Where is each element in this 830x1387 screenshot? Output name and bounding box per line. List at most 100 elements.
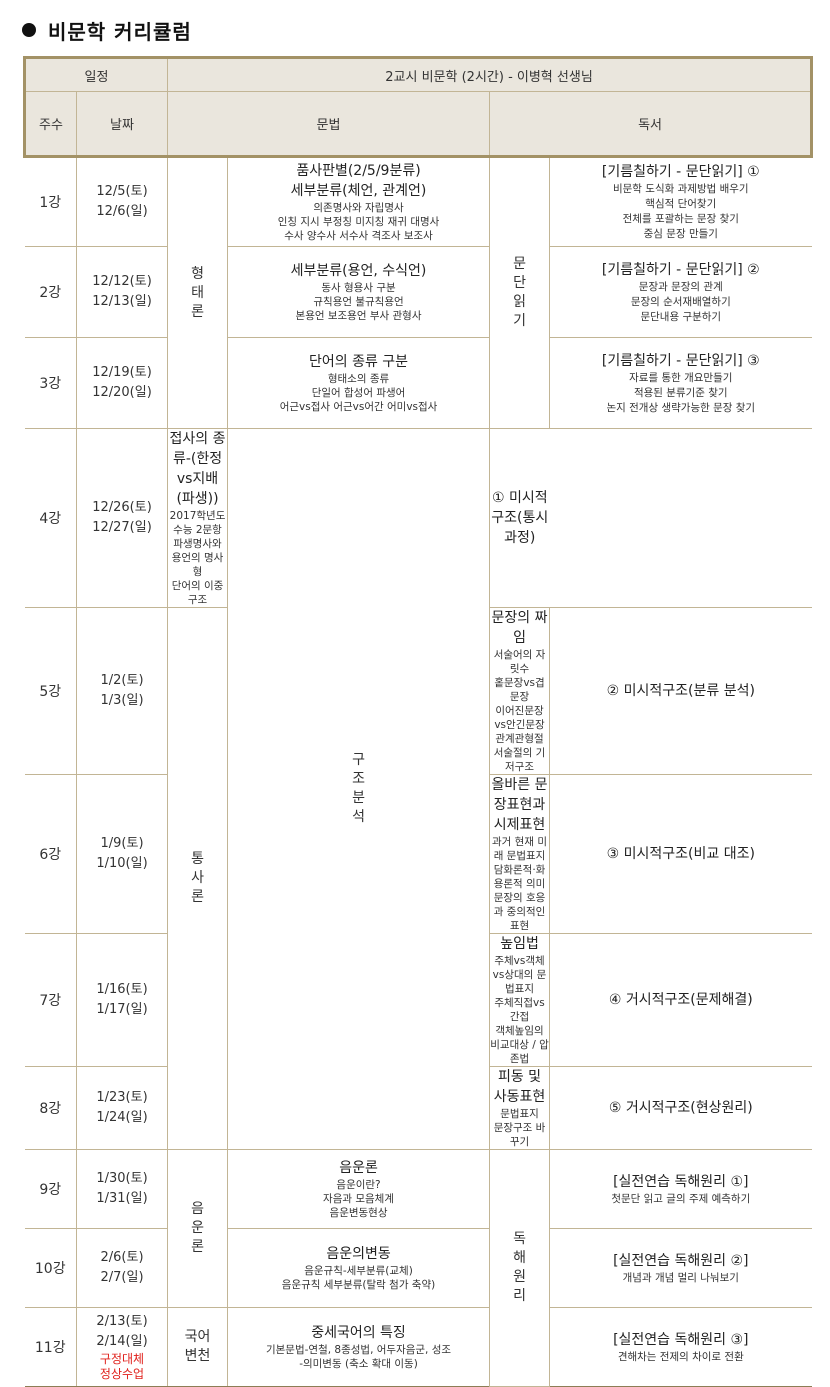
grammar-title: 음운론: [339, 1160, 378, 1176]
grammar-detail: 기본문법-연철, 8종성법, 어두자음군, 성조: [265, 1344, 452, 1356]
bullet-icon: [22, 23, 36, 37]
date-text: 12/19(토): [92, 365, 152, 380]
reading-title: [실전연습 독해원리 ③]: [613, 1331, 749, 1348]
grammar-detail: 파생명사와 용언의 명사형: [171, 538, 224, 578]
week-cell: 9강: [24, 1149, 77, 1229]
date-text: 1/30(토): [96, 1171, 148, 1186]
grammar-detail: 음운규칙 세부분류(탈락 첨가 축약): [281, 1279, 436, 1291]
reading-cell: [기름칠하기 - 문단읽기] ② 문장과 문장의 관계 문장의 순서재배열하기 문단내…: [549, 246, 812, 338]
grammar-detail: 서술어의 자릿수: [493, 649, 546, 675]
week-cell: 2강: [24, 246, 77, 338]
date-cell: 12/12(토) 12/13(일): [75, 246, 169, 338]
grammar-group-cell: 국어 변천: [167, 1307, 229, 1387]
grammar-detail: 어근vs접사 어근vs어간 어미vs접사: [279, 401, 438, 413]
date-text: 12/13(일): [92, 294, 152, 309]
date-text: 12/27(일): [92, 520, 152, 535]
date-cell: 2/13(토) 2/14(일) 구정대체 정상수업: [75, 1307, 169, 1387]
date-cell: 1/9(토) 1/10(일): [75, 774, 169, 934]
reading-title: [기름칠하기 - 문단읽기] ①: [601, 164, 760, 180]
grammar-detail: -의미변동 (축소 확대 이동): [299, 1358, 418, 1370]
grammar-detail: 자음과 모음체계: [323, 1193, 394, 1205]
grammar-category: 품사판별(2/5/9분류): [296, 163, 421, 179]
header-grammar: 문법: [167, 91, 491, 158]
reading-cell: ① 미시적구조(통시 과정): [489, 428, 550, 608]
grammar-detail: 음운이란?: [336, 1179, 381, 1191]
grammar-cell: 피동 및 사동표현 문법표지 문장구조 바꾸기: [489, 1066, 551, 1150]
date-text: 1/17(일): [96, 1002, 148, 1017]
grammar-detail: 규칙용언 불규칙용언: [313, 296, 404, 308]
table-row: 4강 12/26(토) 12/27(일) 접사의 종류-(한정vs지배(파생)) 201…: [24, 428, 812, 1150]
reading-cell: [기름칠하기 - 문단읽기] ③ 자료를 통한 개요만들기 적용된 분류기준 찾기 논…: [549, 337, 812, 429]
grammar-detail: 객체높임의 비교대상 / 압존법: [490, 1025, 549, 1065]
reading-detail: 적용된 분류기준 찾기: [633, 386, 728, 399]
date-text: 12/20(일): [92, 385, 152, 400]
grammar-cell: 높임법 주체vs객체vs상대의 문법표지 주체직접vs간접 객체높임의 비교대상 / …: [489, 933, 551, 1067]
date-text: 1/24(일): [96, 1110, 148, 1125]
header-week: 주수: [23, 91, 77, 158]
grammar-detail: 수사 양수사 서수사 격조사 보조사: [284, 230, 433, 242]
grammar-detail: 단어의 이중구조: [171, 580, 224, 606]
week-cell: 7강: [24, 933, 77, 1067]
date-text: 1/31(일): [96, 1191, 148, 1206]
grammar-detail: 음운규칙-세부분류(교체): [304, 1265, 413, 1277]
date-cell: 2/6(토) 2/7(일): [75, 1228, 169, 1308]
grammar-group-label: 국어 변천: [184, 1329, 211, 1364]
date-cell: 1/23(토) 1/24(일): [75, 1066, 169, 1150]
date-cell: 1/2(토) 1/3(일): [75, 607, 169, 775]
week-cell: 5강: [24, 607, 77, 775]
grammar-title: 올바른 문장표현과 시제표현: [491, 777, 548, 833]
header-class-title: 2교시 비문학 (2시간) - 이병혁 선생님: [167, 56, 814, 92]
date-text: 2/13(토): [96, 1314, 148, 1329]
header-schedule: 일정: [22, 56, 169, 92]
grammar-title: 세부분류(용언, 수식언): [290, 263, 427, 279]
grammar-detail: 주체vs객체vs상대의 문법표지: [492, 955, 547, 995]
reading-cell: ③ 미시적구조(비교 대조): [549, 774, 812, 934]
date-text: 12/5(토): [96, 184, 148, 199]
week-cell: 10강: [24, 1228, 77, 1308]
grammar-detail: 과거 현재 미래 문법표지: [492, 836, 547, 862]
grammar-title: 세부분류(체언, 관계언): [290, 183, 427, 199]
grammar-detail: 문법표지: [500, 1108, 539, 1120]
reading-detail: 전체를 포괄하는 문장 찾기: [622, 213, 739, 225]
grammar-detail: 본용언 보조용언 부사 관형사: [295, 310, 422, 322]
grammar-detail: 단일어 합성어 파생어: [311, 387, 406, 399]
grammar-detail: 주체직접vs간접: [494, 997, 545, 1023]
date-text: 12/6(일): [96, 204, 148, 219]
reading-title: ③ 미시적구조(비교 대조): [606, 846, 755, 862]
grammar-detail: 의존명사와 자립명사: [313, 202, 404, 214]
date-text: 12/12(토): [92, 274, 152, 289]
grammar-title: 접사의 종류-(한정vs지배(파생)): [169, 431, 226, 507]
date-text: 1/16(토): [96, 982, 148, 997]
header-date: 날짜: [75, 91, 169, 158]
date-note: 구정대체: [99, 1352, 145, 1366]
grammar-detail: 인칭 지시 부정칭 미지칭 재귀 대명사: [277, 216, 440, 228]
week-cell: 8강: [24, 1066, 77, 1150]
reading-cell: [실전연습 독해원리 ③] 견해차는 전제의 차이로 전환: [549, 1307, 812, 1387]
reading-title: [실전연습 독해원리 ②]: [613, 1252, 749, 1269]
reading-detail: 핵심적 단어찾기: [645, 198, 717, 210]
grammar-title: 음운의변동: [326, 1246, 391, 1262]
grammar-cell: 세부분류(용언, 수식언) 동사 형용사 구분 규칙용언 불규칙용언 본용언 보조용언…: [227, 246, 491, 338]
date-cell: 12/26(토) 12/27(일): [75, 428, 169, 608]
reading-detail: 문장의 순서재배열하기: [630, 295, 731, 308]
reading-cell: [실전연습 독해원리 ①] 첫문단 읽고 글의 주제 예측하기: [549, 1149, 812, 1229]
grammar-detail: 형태소의 종류: [327, 373, 390, 385]
grammar-detail: 문장의 호응과 중의적인 표현: [493, 892, 546, 932]
grammar-detail: 음운변동현상: [329, 1207, 388, 1219]
grammar-detail: 홑문장vs겹문장: [494, 677, 545, 703]
page-title-text: 비문학 커리큘럼: [48, 19, 192, 44]
header-reading: 독서: [489, 91, 814, 158]
grammar-cell: 단어의 종류 구분 형태소의 종류 단일어 합성어 파생어 어근vs접사 어근vs어간…: [227, 337, 491, 429]
grammar-detail: 2017학년도 수능 2문항: [169, 510, 226, 536]
reading-detail: 문장과 문장의 관계: [638, 280, 723, 293]
week-cell: 11강: [24, 1307, 77, 1387]
reading-cell: ⑤ 거시적구조(현상원리): [549, 1066, 812, 1150]
